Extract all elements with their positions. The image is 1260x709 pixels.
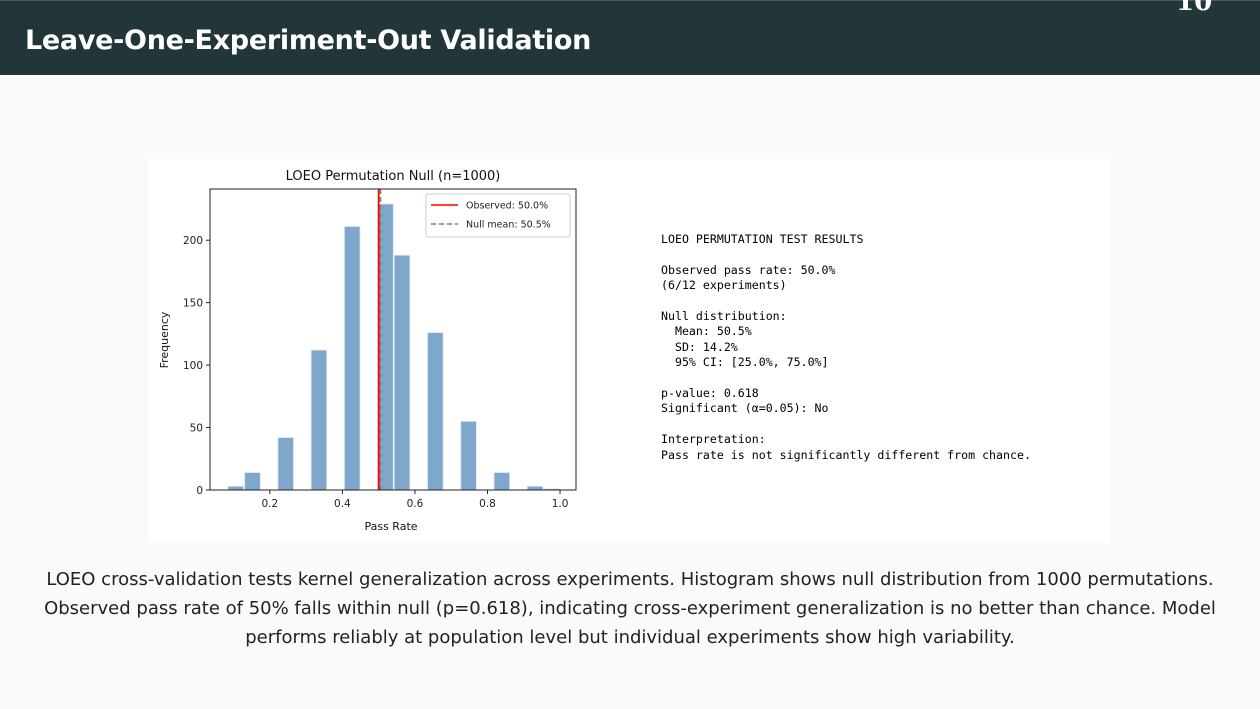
y-tick-label: 50	[190, 423, 203, 435]
histogram-bar	[277, 437, 294, 491]
results-line: Null distribution:	[661, 309, 787, 324]
results-line: Pass rate is not significantly different…	[661, 447, 1031, 462]
slide-header: Leave-One-Experiment-Out Validation 10	[0, 0, 1260, 75]
histogram-bar	[310, 349, 328, 491]
legend-observed-label: Observed: 50.0%	[466, 201, 548, 212]
y-axis-label: Frequency	[158, 311, 171, 368]
results-line: LOEO PERMUTATION TEST RESULTS	[661, 232, 864, 246]
y-tick-label: 100	[183, 360, 203, 372]
page-number: 10	[1176, 0, 1213, 17]
results-line: p-value: 0.618	[661, 386, 759, 401]
results-text: LOEO PERMUTATION TEST RESULTS Observed p…	[661, 232, 1031, 463]
plot-frame	[209, 188, 577, 491]
histogram-bar	[227, 485, 245, 491]
figure-panel: LOEO Permutation Null (n=1000) Pass Rate…	[148, 159, 1110, 543]
histogram-bar	[343, 226, 361, 491]
chart-title: LOEO Permutation Null (n=1000)	[286, 169, 501, 184]
results-blank-line	[661, 247, 1031, 262]
y-tick-label: 0	[196, 485, 203, 497]
x-tick-label: 0.6	[407, 498, 424, 510]
x-axis-label: Pass Rate	[364, 520, 417, 533]
results-line: Mean: 50.5%	[661, 324, 752, 339]
histogram-bar	[393, 254, 411, 491]
slide-caption: LOEO cross-validation tests kernel gener…	[44, 569, 1216, 648]
results-line: Significant (α=0.05): No	[661, 401, 829, 416]
x-tick-label: 0.4	[334, 498, 351, 510]
slide-title: Leave-One-Experiment-Out Validation	[25, 25, 592, 56]
y-tick-label: 200	[183, 235, 203, 247]
results-blank-line	[661, 371, 1031, 386]
results-line: (6/12 experiments)	[661, 278, 787, 293]
results-line: Observed pass rate: 50.0%	[661, 262, 836, 277]
histogram-chart: LOEO Permutation Null (n=1000) Pass Rate…	[158, 169, 577, 533]
legend: Observed: 50.0% Null mean: 50.5%	[425, 193, 571, 238]
x-tick-label: 0.2	[261, 498, 278, 510]
results-blank-line	[661, 294, 1031, 309]
y-tick-label: 150	[183, 298, 203, 310]
histogram-bar	[244, 472, 261, 491]
histogram-bar	[427, 332, 444, 491]
results-blank-line	[661, 417, 1031, 432]
results-line: SD: 14.2%	[661, 339, 738, 354]
x-tick-label: 1.0	[552, 498, 569, 510]
histogram-bar	[493, 472, 511, 491]
x-tick-label: 0.8	[479, 498, 496, 510]
legend-null-mean-label: Null mean: 50.5%	[466, 220, 551, 231]
histogram-bar	[526, 485, 544, 491]
results-line: Interpretation:	[661, 432, 766, 447]
results-line: 95% CI: [25.0%, 75.0%]	[661, 355, 829, 370]
histogram-bar	[460, 420, 477, 491]
